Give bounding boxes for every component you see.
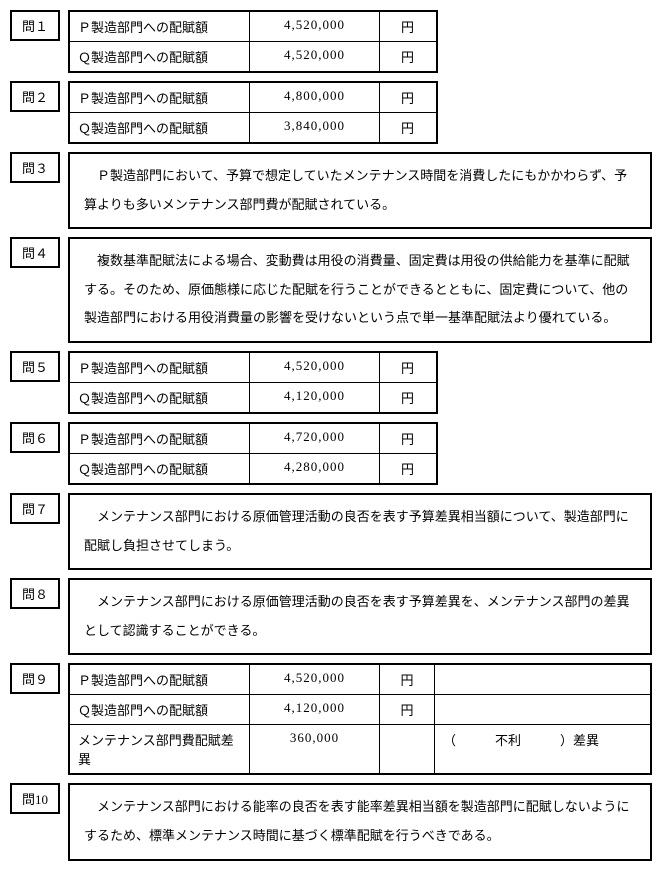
question-label: 問９ [10, 663, 60, 694]
answer-table: Ｐ製造部門への配賦額4,800,000円Ｑ製造部門への配賦額3,840,000円 [68, 81, 438, 144]
table-row: Ｐ製造部門への配賦額4,520,000円 [70, 12, 436, 42]
table-row: メンテナンス部門費配賦差異360,000 （ 不利 ）差異 [70, 725, 650, 773]
row-label: Ｑ製造部門への配賦額 [70, 695, 250, 724]
row-value: 3,840,000 [250, 113, 380, 142]
row-unit: 円 [380, 383, 435, 412]
question-section: 問５Ｐ製造部門への配賦額4,520,000円Ｑ製造部門への配賦額4,120,00… [10, 351, 652, 414]
row-value: 4,800,000 [250, 83, 380, 112]
row-unit: 円 [380, 42, 435, 71]
answer-text: Ｐ製造部門において、予算で想定していたメンテナンス時間を消費したにもかかわらず、… [68, 152, 652, 229]
row-label: Ｐ製造部門への配賦額 [70, 665, 250, 694]
question-label: 問６ [10, 422, 60, 453]
row-value: 4,520,000 [250, 353, 380, 382]
row-label: Ｑ製造部門への配賦額 [70, 42, 250, 71]
row-label: Ｐ製造部門への配賦額 [70, 353, 250, 382]
table-row: Ｐ製造部門への配賦額4,800,000円 [70, 83, 436, 113]
question-section: 問６Ｐ製造部門への配賦額4,720,000円Ｑ製造部門への配賦額4,280,00… [10, 422, 652, 485]
table-row: Ｐ製造部門への配賦額4,720,000円 [70, 424, 436, 454]
row-unit: 円 [380, 83, 435, 112]
table-row: Ｐ製造部門への配賦額4,520,000円 [70, 665, 650, 695]
answer-table: Ｐ製造部門への配賦額4,520,000円Ｑ製造部門への配賦額4,120,000円 [68, 351, 438, 414]
row-unit: 円 [380, 665, 435, 694]
question-label: 問５ [10, 351, 60, 382]
table-row: Ｑ製造部門への配賦額4,120,000円 [70, 383, 436, 412]
row-label: Ｑ製造部門への配賦額 [70, 113, 250, 142]
row-value: 4,520,000 [250, 665, 380, 694]
row-extra: （ 不利 ）差異 [435, 725, 650, 773]
question-label: 問４ [10, 237, 60, 268]
question-section: 問４ 複数基準配賦法による場合、変動費は用役の消費量、固定費は用役の供給能力を基準… [10, 237, 652, 343]
answer-table: Ｐ製造部門への配賦額4,520,000円Ｑ製造部門への配賦額4,520,000円 [68, 10, 438, 73]
question-section: 問８ メンテナンス部門における原価管理活動の良否を表す予算差異を、メンテナンス部門… [10, 578, 652, 655]
table-row: Ｑ製造部門への配賦額4,120,000円 [70, 695, 650, 725]
question-label: 問７ [10, 493, 60, 524]
row-label: Ｐ製造部門への配賦額 [70, 12, 250, 41]
row-unit [380, 725, 435, 773]
answer-text: 複数基準配賦法による場合、変動費は用役の消費量、固定費は用役の供給能力を基準に配… [68, 237, 652, 343]
row-label: Ｐ製造部門への配賦額 [70, 83, 250, 112]
row-unit: 円 [380, 454, 435, 483]
row-value: 360,000 [250, 725, 380, 773]
table-row: Ｐ製造部門への配賦額4,520,000円 [70, 353, 436, 383]
table-row: Ｑ製造部門への配賦額4,520,000円 [70, 42, 436, 71]
answer-text: メンテナンス部門における原価管理活動の良否を表す予算差異を、メンテナンス部門の差… [68, 578, 652, 655]
row-label: Ｑ製造部門への配賦額 [70, 383, 250, 412]
question-label: 問３ [10, 152, 60, 183]
row-unit: 円 [380, 424, 435, 453]
row-value: 4,280,000 [250, 454, 380, 483]
row-value: 4,120,000 [250, 383, 380, 412]
row-label: メンテナンス部門費配賦差異 [70, 725, 250, 773]
row-unit: 円 [380, 695, 435, 724]
row-unit: 円 [380, 12, 435, 41]
question-section: 問３ Ｐ製造部門において、予算で想定していたメンテナンス時間を消費したにもかかわら… [10, 152, 652, 229]
row-label: Ｐ製造部門への配賦額 [70, 424, 250, 453]
question-section: 問10 メンテナンス部門における能率の良否を表す能率差異相当額を製造部門に配賦しな… [10, 783, 652, 860]
question-section: 問９Ｐ製造部門への配賦額4,520,000円Ｑ製造部門への配賦額4,120,00… [10, 663, 652, 775]
question-label: 問10 [10, 783, 60, 814]
row-extra-empty [435, 695, 650, 724]
question-section: 問７ メンテナンス部門における原価管理活動の良否を表す予算差異相当額について、製造… [10, 493, 652, 570]
row-unit: 円 [380, 113, 435, 142]
answer-table: Ｐ製造部門への配賦額4,520,000円Ｑ製造部門への配賦額4,120,000円… [68, 663, 652, 775]
question-section: 問１Ｐ製造部門への配賦額4,520,000円Ｑ製造部門への配賦額4,520,00… [10, 10, 652, 73]
table-row: Ｑ製造部門への配賦額4,280,000円 [70, 454, 436, 483]
row-value: 4,720,000 [250, 424, 380, 453]
row-value: 4,520,000 [250, 42, 380, 71]
answer-text: メンテナンス部門における原価管理活動の良否を表す予算差異相当額について、製造部門… [68, 493, 652, 570]
question-section: 問２Ｐ製造部門への配賦額4,800,000円Ｑ製造部門への配賦額3,840,00… [10, 81, 652, 144]
row-extra-empty [435, 665, 650, 694]
row-unit: 円 [380, 353, 435, 382]
answer-table: Ｐ製造部門への配賦額4,720,000円Ｑ製造部門への配賦額4,280,000円 [68, 422, 438, 485]
answer-text: メンテナンス部門における能率の良否を表す能率差異相当額を製造部門に配賦しないよう… [68, 783, 652, 860]
row-value: 4,120,000 [250, 695, 380, 724]
question-label: 問２ [10, 81, 60, 112]
row-label: Ｑ製造部門への配賦額 [70, 454, 250, 483]
question-label: 問１ [10, 10, 60, 41]
row-value: 4,520,000 [250, 12, 380, 41]
question-label: 問８ [10, 578, 60, 609]
table-row: Ｑ製造部門への配賦額3,840,000円 [70, 113, 436, 142]
